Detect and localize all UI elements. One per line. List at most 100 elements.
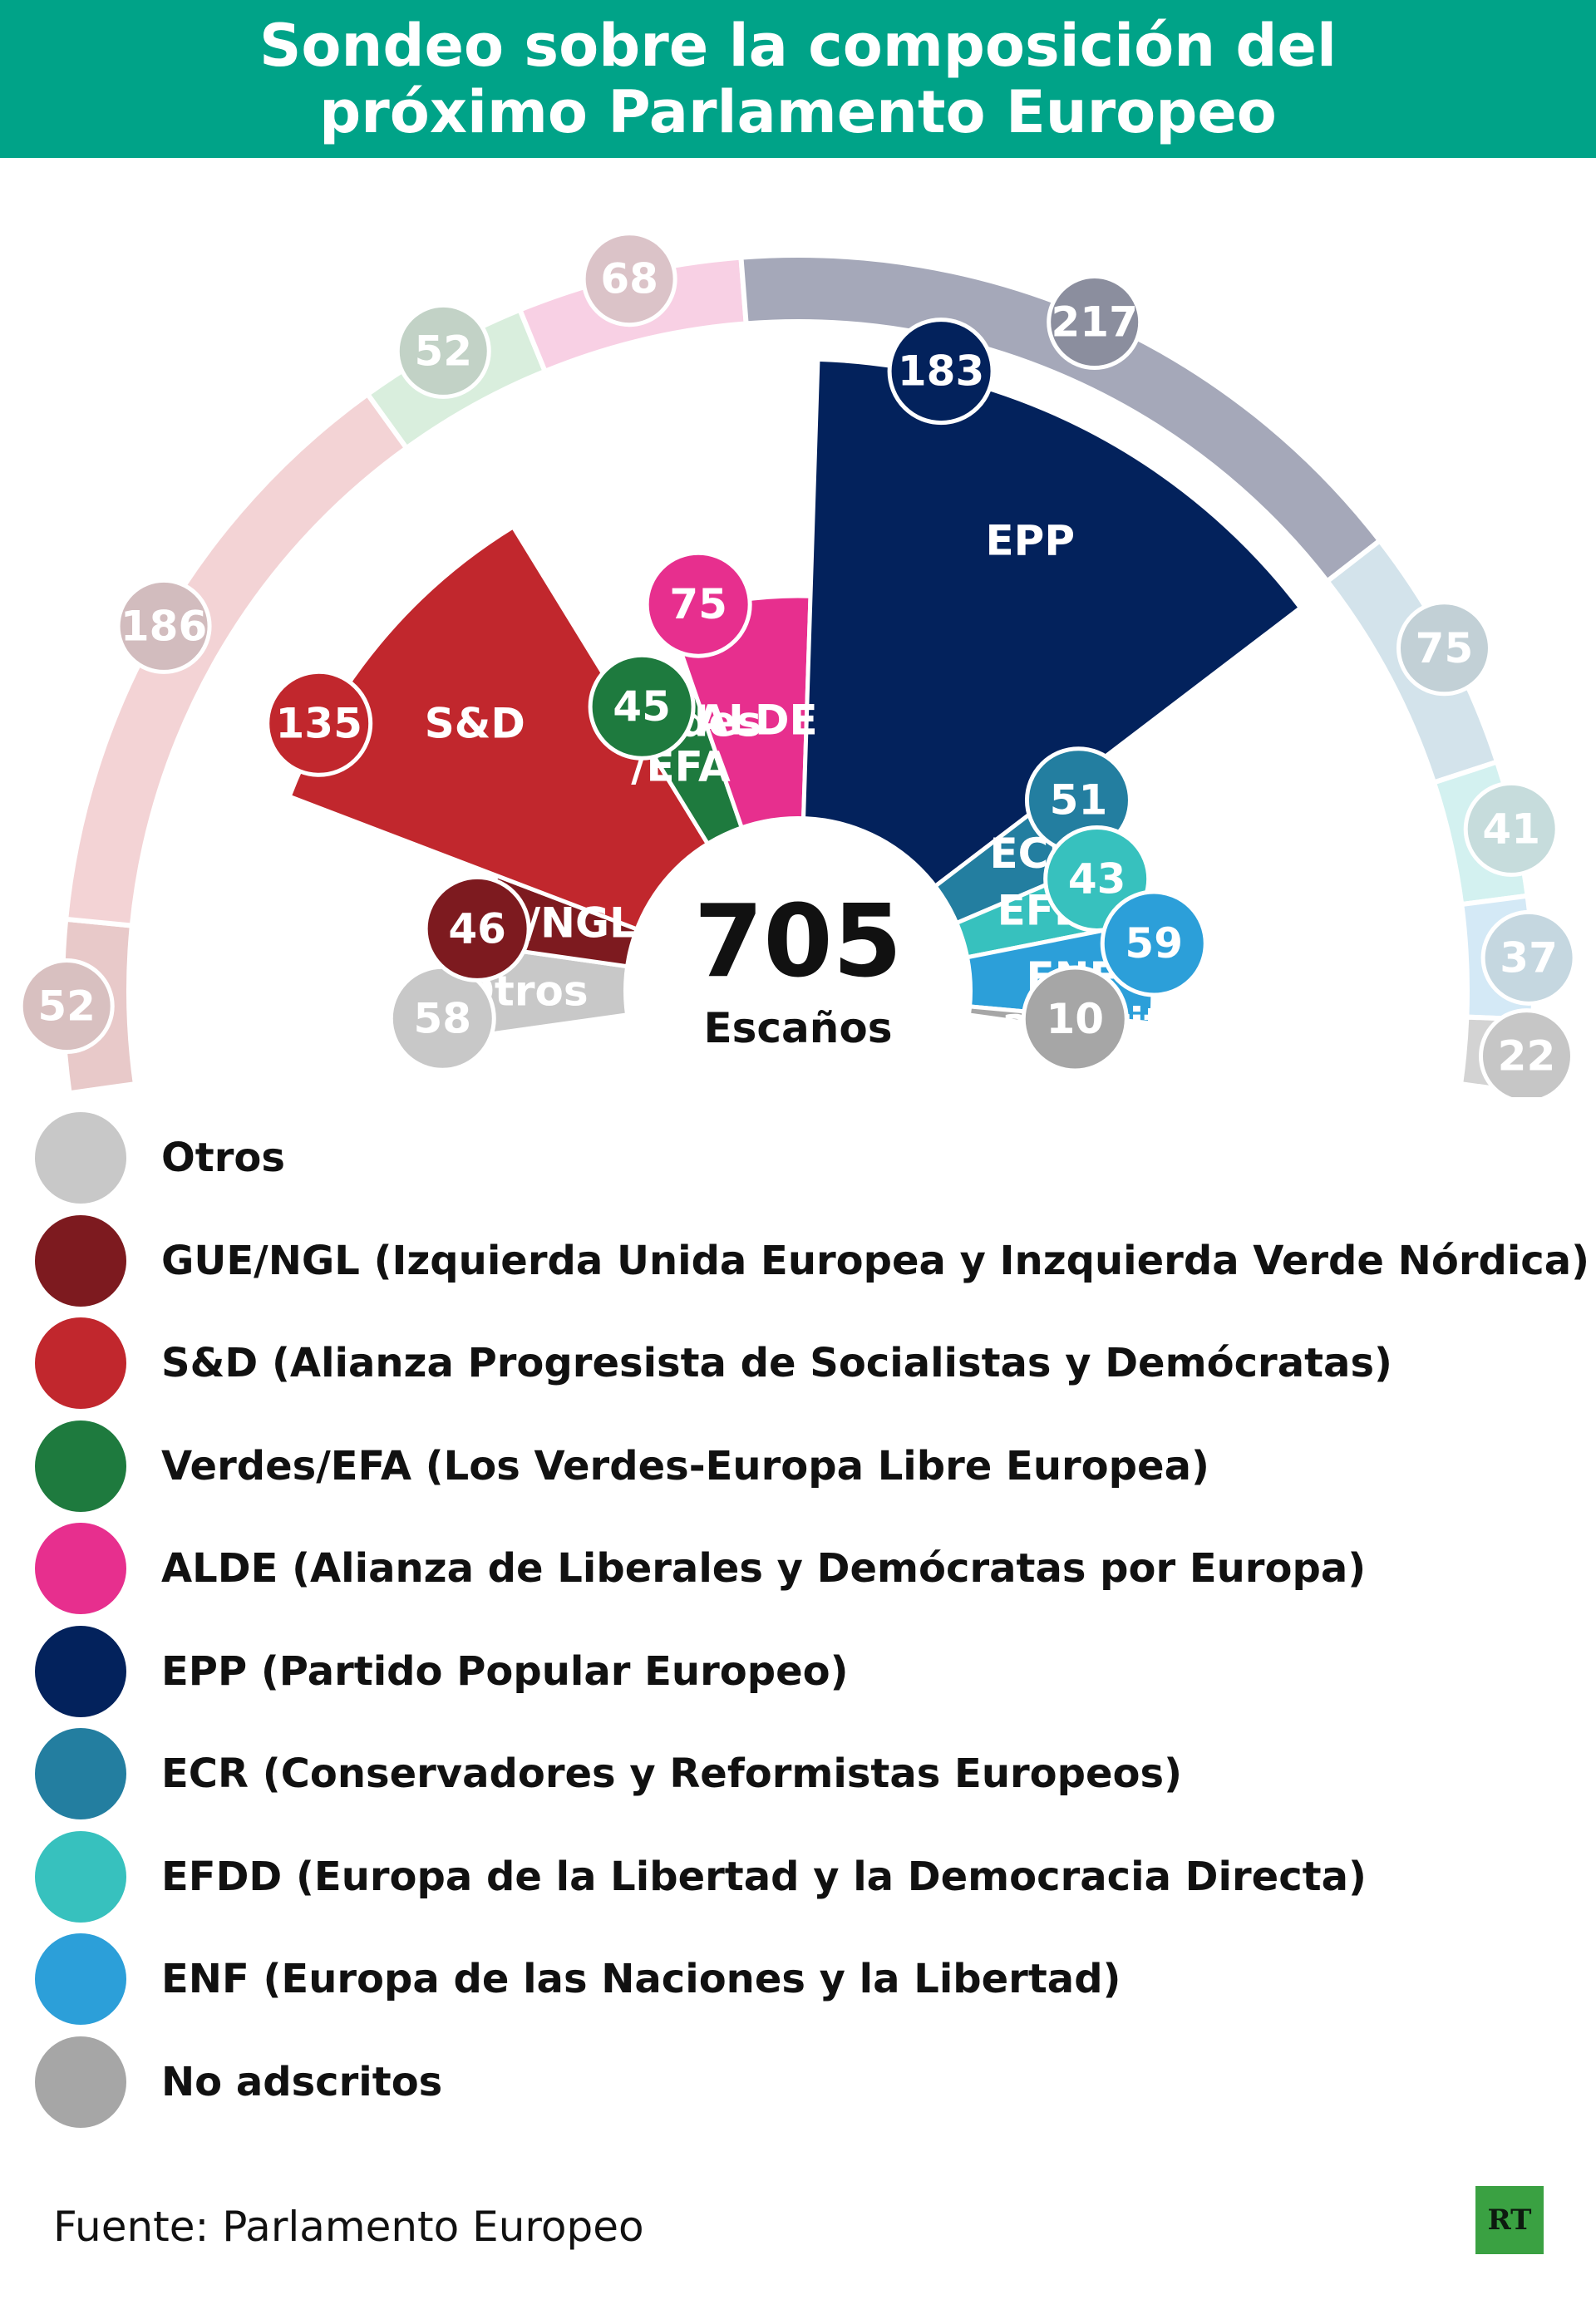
legend-label: No adscritos: [161, 2058, 443, 2105]
legend-label: ECR (Conservadores y Reformistas Europeo…: [161, 1750, 1183, 1797]
parliament-chart: OtrosGUE/NGLS&DVerdes/EFAALDEEPPECREFDDE…: [18, 231, 1577, 1097]
inner-badge-circle: [1021, 965, 1129, 1073]
outer-value-label: 22: [1498, 1032, 1556, 1081]
outer-badge-circle: [1047, 274, 1143, 371]
outer-value-label: 186: [121, 602, 207, 650]
outer-badge-circle: [581, 231, 677, 327]
legend-item: ENF (Europa de las Naciones y la Liberta…: [35, 1933, 1581, 2025]
legend-swatch: [35, 1728, 126, 1819]
legend-swatch: [35, 1523, 126, 1614]
outer-badge: 37: [1480, 909, 1577, 1006]
outer-badge-circle: [116, 578, 212, 674]
outer-segment: [62, 391, 411, 928]
inner-badge: 46: [423, 874, 531, 982]
inner-value-label: 75: [669, 580, 727, 628]
inner-badge: 59: [1100, 889, 1208, 997]
inner-value-label: 51: [1050, 776, 1108, 825]
party-label-line: EPP: [986, 517, 1075, 565]
outer-badge: 186: [116, 578, 212, 674]
legend-label: Verdes/EFA (Los Verdes-Europa Libre Euro…: [161, 1442, 1209, 1489]
outer-badge: 22: [1478, 1008, 1574, 1097]
outer-value-label: 37: [1500, 933, 1558, 982]
party-label-line: ALDE: [696, 697, 817, 745]
inner-badge-circle: [265, 669, 373, 777]
inner-value-label: 45: [613, 682, 671, 731]
inner-value-label: 59: [1125, 919, 1183, 968]
legend-label: S&D (Alianza Progresista de Socialistas …: [161, 1340, 1392, 1386]
source-note: Fuente: Parlamento Europeo: [53, 2203, 644, 2251]
legend-item: EFDD (Europa de la Libertad y la Democra…: [35, 1830, 1581, 1923]
inner-value-label: 43: [1068, 854, 1126, 903]
inner-badge: 135: [265, 669, 373, 777]
outer-badge-circle: [395, 303, 491, 399]
outer-badge: 52: [395, 303, 491, 399]
outer-value-label: 68: [600, 255, 658, 303]
outer-badge-circle: [1480, 909, 1577, 1006]
legend-item: GUE/NGL (Izquierda Unida Europea y Inzqu…: [35, 1214, 1589, 1307]
outer-badge: 41: [1463, 780, 1559, 877]
party-label: ALDE: [696, 697, 817, 745]
seats-caption: Escaños: [703, 1004, 892, 1052]
legend-swatch: [35, 1830, 126, 1923]
legend-swatch: [35, 1933, 126, 2025]
legend-item: ECR (Conservadores y Reformistas Europeo…: [35, 1728, 1581, 1819]
outer-value-label: 75: [1416, 624, 1474, 672]
outer-value-label: 217: [1052, 298, 1138, 347]
legend-label: ALDE (Alianza de Liberales y Demócratas …: [161, 1545, 1367, 1592]
inner-badge: 45: [588, 652, 696, 761]
center-hub: [623, 816, 973, 1097]
legend-swatch: [35, 1317, 126, 1409]
legend-item: No adscritos: [35, 2036, 1581, 2128]
inner-value-label: 46: [448, 904, 506, 953]
inner-value-label: 183: [898, 347, 984, 396]
outer-value-label: 52: [37, 982, 96, 1031]
inner-value-label: 58: [413, 994, 471, 1042]
inner-value-label: 135: [276, 699, 362, 747]
outer-badge: 68: [581, 231, 677, 327]
legend-label: EFDD (Europa de la Libertad y la Democra…: [161, 1853, 1367, 1900]
outer-value-label: 41: [1482, 805, 1540, 853]
outer-value-label: 52: [414, 327, 472, 375]
inner-value-label: 10: [1046, 995, 1104, 1043]
outer-badge: 75: [1396, 600, 1492, 697]
total-seats-label: 705: [694, 884, 903, 1000]
outer-badge-circle: [1478, 1008, 1574, 1097]
legend-label: GUE/NGL (Izquierda Unida Europea y Inzqu…: [161, 1237, 1590, 1284]
legend-swatch: [35, 1420, 126, 1512]
party-label-line: S&D: [425, 700, 525, 748]
legend-swatch: [35, 1112, 126, 1204]
rt-logo: RT: [1475, 2186, 1544, 2254]
legend-item: EPP (Partido Popular Europeo): [35, 1625, 1581, 1717]
title-line-2: próximo Parlamento Europeo: [319, 78, 1277, 146]
outer-badge: 52: [18, 958, 115, 1055]
page-header: Sondeo sobre la composición del próximo …: [0, 0, 1596, 158]
legend-item: S&D (Alianza Progresista de Socialistas …: [35, 1317, 1581, 1409]
legend: Otros GUE/NGL (Izquierda Unida Europea y …: [35, 1112, 1589, 2139]
inner-badge-circle: [1100, 889, 1208, 997]
inner-badges: 58 46 135 45 75 183 51 43 59 10: [265, 318, 1208, 1073]
party-label: EPP: [986, 517, 1075, 565]
inner-badge-circle: [588, 652, 696, 761]
inner-badge: 75: [644, 550, 752, 658]
legend-item: ALDE (Alianza de Liberales y Demócratas …: [35, 1523, 1581, 1614]
legend-swatch: [35, 2036, 126, 2128]
inner-badge: 183: [887, 318, 995, 426]
inner-badge-circle: [644, 550, 752, 658]
outer-badge: 217: [1047, 274, 1143, 371]
inner-badge: 10: [1021, 965, 1129, 1073]
inner-badge: 58: [388, 964, 496, 1072]
legend-label: Otros: [161, 1135, 285, 1181]
legend-item: Verdes/EFA (Los Verdes-Europa Libre Euro…: [35, 1420, 1581, 1512]
legend-label: EPP (Partido Popular Europeo): [161, 1647, 849, 1695]
party-label: S&D: [425, 700, 525, 748]
outer-badge-circle: [18, 958, 115, 1055]
outer-badge-circle: [1396, 600, 1492, 697]
outer-badge-circle: [1463, 780, 1559, 877]
legend-swatch: [35, 1625, 126, 1717]
inner-badge-circle: [423, 874, 531, 982]
legend-label: ENF (Europa de las Naciones y la Liberta…: [161, 1956, 1121, 2002]
inner-badge-circle: [887, 318, 995, 426]
title-line-1: Sondeo sobre la composición del: [259, 12, 1337, 80]
legend-item: Otros: [35, 1112, 1581, 1204]
legend-swatch: [35, 1214, 126, 1307]
